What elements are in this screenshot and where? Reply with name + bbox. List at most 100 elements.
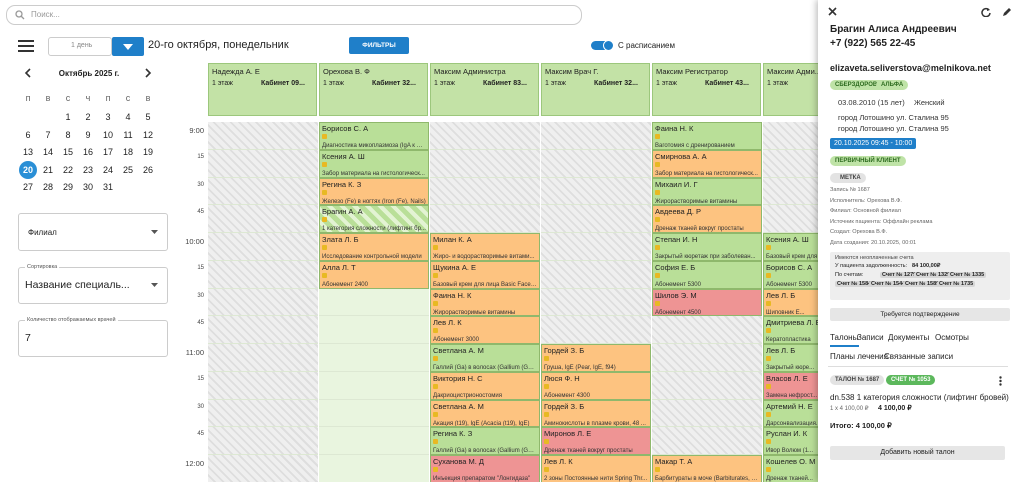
appointment[interactable]: Ксения А. Ш Забор материала на гистологич… — [319, 149, 429, 178]
invoice-chip[interactable]: Счет № 1589 — [903, 281, 942, 287]
appointment[interactable]: Фаина Н. К Жирорастворимые витамины — [430, 288, 540, 317]
prev-month[interactable] — [24, 68, 32, 78]
menu-button[interactable] — [18, 39, 34, 53]
patient-phone[interactable]: +7 (922) 565 22-45 — [830, 38, 916, 49]
appointment[interactable]: Степан И. Н Закрытый кюретаж при заболева… — [652, 233, 762, 261]
confirm-button[interactable]: Требуется подтверждение — [830, 308, 1010, 321]
appointment[interactable]: Регина К. З Железо (Fe) в ногтях (Iron (F… — [319, 177, 429, 206]
appointment[interactable]: Лев Л. К 2 зоны Постоянные нити Spring Th… — [541, 455, 651, 482]
appointment[interactable]: Авдеева Д. Р Дренаж тканей вокруг простат… — [652, 205, 762, 233]
appointment[interactable]: Лев Л. К Абонемент 3000 — [430, 316, 540, 344]
day[interactable]: 21 — [42, 164, 53, 175]
tab[interactable]: Талоны — [830, 333, 859, 342]
invoice-chip[interactable]: Счет № 1544 — [869, 281, 908, 287]
invoice-chip[interactable]: Счет № 1329 — [914, 272, 953, 278]
tab[interactable]: Осмотры — [935, 333, 969, 342]
day[interactable]: 15 — [62, 147, 73, 157]
day[interactable]: 23 — [82, 164, 93, 175]
appointment[interactable]: Щукина А. Е Базовый крем для лица Basic F… — [430, 260, 540, 289]
appointment[interactable]: Лев Л. Б Шиповник Е... — [763, 288, 824, 317]
close-button[interactable] — [828, 7, 837, 16]
count-input[interactable]: Количество отображаемых врачей 7 — [18, 317, 168, 357]
day[interactable]: 24 — [102, 164, 113, 175]
invoice-number[interactable]: СЧЕТ № 1053 — [886, 375, 936, 385]
appointment[interactable]: Регина К. З Галлий (Ga) в волосах (Galliu… — [430, 427, 540, 455]
tab[interactable]: Документы — [888, 333, 930, 342]
day[interactable]: 3 — [105, 112, 111, 122]
appointment[interactable]: Руслан И. К Ивор Волюм (1... — [763, 427, 824, 455]
day[interactable]: 20 — [22, 164, 33, 175]
free-slot[interactable] — [319, 316, 429, 344]
tab[interactable]: Записи — [857, 333, 884, 342]
free-slot[interactable] — [319, 399, 429, 428]
day[interactable]: 31 — [102, 182, 113, 192]
day[interactable]: 19 — [142, 147, 153, 157]
day[interactable]: 12 — [142, 129, 153, 140]
next-month[interactable] — [144, 68, 152, 78]
free-slot[interactable] — [319, 288, 429, 317]
appointment[interactable]: Люся Ф. Н Абонемент 4300 — [541, 371, 651, 400]
free-slot[interactable] — [319, 344, 429, 372]
day[interactable]: 1 — [65, 112, 71, 122]
appointment[interactable]: Борисов С. А Диагностика микоплазмоза (Ig… — [319, 122, 429, 150]
appointment[interactable]: Брагин А. А 1 категория сложности (лифтин… — [319, 205, 429, 233]
tab[interactable]: Планы лечения — [830, 352, 888, 361]
invoice-chip[interactable]: Счет № 1335 — [948, 272, 987, 278]
add-ticket-button[interactable]: Добавить новый талон — [830, 446, 1005, 460]
day[interactable]: 18 — [122, 147, 133, 157]
appointment[interactable]: Суханова М. Д Инъекция препаратом "Лонгид… — [430, 455, 540, 482]
appointment[interactable]: Шилов Э. М Абонемент 4500 — [652, 288, 762, 317]
appointment[interactable]: Виктория Н. С Дакриоцистрионостомия — [430, 371, 540, 400]
more-button[interactable] — [999, 376, 1002, 386]
appointment[interactable]: Светлана А. М Галлий (Ga) в волосах (Gall… — [430, 344, 540, 372]
day[interactable]: 30 — [82, 182, 93, 192]
day[interactable]: 13 — [22, 147, 33, 157]
patient-email[interactable]: elizaveta.seliverstova@melnikova.net — [830, 63, 991, 73]
add-label-button[interactable]: МЕТКА — [830, 173, 866, 183]
day[interactable]: 10 — [102, 129, 113, 140]
appointment[interactable]: Лев Л. Б Закрытый кюре... — [763, 344, 824, 372]
day[interactable]: 22 — [62, 164, 73, 175]
appointment[interactable]: Ксения А. Ш Базовый крем для л... — [763, 233, 824, 261]
appointment[interactable]: София Е. Б Абонемент 5300 — [652, 260, 762, 289]
appointment[interactable]: Макар Т. А Барбитураты в моче (Barbiturat… — [652, 455, 762, 482]
period-dropdown[interactable] — [112, 37, 144, 56]
free-slot[interactable] — [319, 427, 429, 455]
invoice-chip[interactable]: Счет № 1584 — [835, 281, 874, 287]
appointment[interactable]: Смирнова А. А Забор материала на гистолог… — [652, 149, 762, 178]
appointment[interactable]: Гордей З. Б Аминокислоты в плазме крови, … — [541, 399, 651, 428]
day[interactable]: 7 — [45, 129, 51, 140]
appointment[interactable]: Дмитриева Л. Е Кератопластика — [763, 316, 824, 344]
invoice-chip[interactable]: Счет № 1279 — [880, 272, 919, 278]
day[interactable]: 8 — [65, 129, 71, 140]
appointment[interactable]: Алла Л. Т Абонемент 2400 — [319, 260, 429, 289]
free-slot[interactable] — [319, 371, 429, 400]
appointment[interactable]: Артемий Н. Е Дарсонвализация... — [763, 399, 824, 428]
appointment[interactable]: Кошелев О. М Дренаж тканей... — [763, 455, 824, 482]
filters-button[interactable]: ФИЛЬТРЫ — [349, 37, 409, 54]
search-box[interactable]: Поиск... — [6, 5, 582, 25]
day[interactable]: 9 — [85, 129, 91, 140]
day[interactable]: 25 — [122, 164, 133, 175]
day[interactable]: 4 — [125, 112, 131, 122]
day[interactable]: 14 — [42, 147, 53, 157]
refresh-button[interactable] — [981, 7, 991, 17]
appointment[interactable]: Гордей З. Б Груша, IgE (Pear, IgE, f94) — [541, 344, 651, 372]
branch-select[interactable]: Филиал — [18, 213, 168, 251]
appointment[interactable]: Злата Л. Б Исследование контрольной модел… — [319, 233, 429, 261]
edit-button[interactable] — [1002, 7, 1012, 17]
day[interactable]: 6 — [25, 129, 31, 140]
day[interactable]: 2 — [85, 112, 91, 122]
day[interactable]: 29 — [62, 182, 73, 192]
appointment[interactable]: Михаил И. Г Жирорастворимые витамины — [652, 177, 762, 206]
day[interactable]: 16 — [82, 147, 93, 157]
day[interactable]: 26 — [142, 164, 153, 175]
appointment[interactable]: Власов Л. Е Замена нефрост... — [763, 371, 824, 400]
appointment[interactable]: Фаина Н. К Ваготомия с дренированием — [652, 122, 762, 150]
appointment[interactable]: Борисов С. А Абонемент 5300 — [763, 260, 824, 289]
appointment[interactable]: Светлана А. М Акация (t19), IgE (Acacia (… — [430, 399, 540, 428]
day[interactable]: 11 — [123, 129, 133, 140]
day[interactable]: 27 — [22, 182, 33, 192]
day[interactable]: 17 — [102, 147, 113, 157]
invoice-chip[interactable]: Счет № 1735 — [937, 281, 976, 287]
